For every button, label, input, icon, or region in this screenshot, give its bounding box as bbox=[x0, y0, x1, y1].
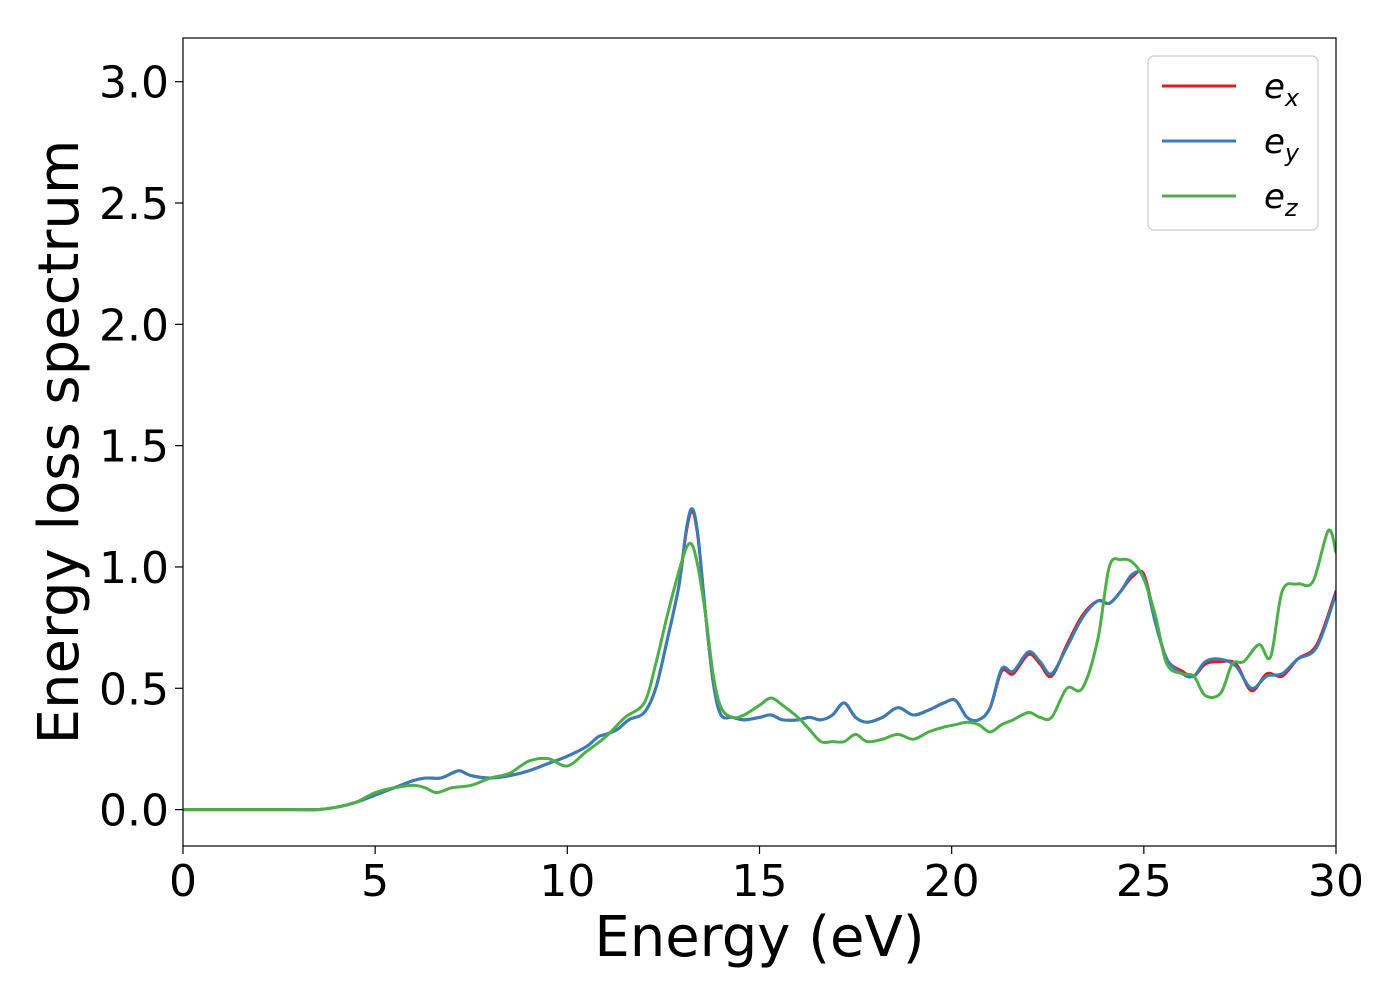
legend-box bbox=[1147, 55, 1319, 231]
x-tick-label: 25 bbox=[1116, 856, 1172, 907]
y-tick-label: 1.0 bbox=[99, 543, 169, 594]
y-tick-label: 2.5 bbox=[99, 179, 169, 230]
x-axis: 0 5 10 15 20 25 30 bbox=[169, 846, 1364, 907]
plot-lines bbox=[183, 507, 1336, 812]
legend-label-subscript: x bbox=[1284, 84, 1300, 112]
x-tick-label: 5 bbox=[361, 856, 389, 907]
x-tick-label: 20 bbox=[924, 856, 980, 907]
x-tick-label: 15 bbox=[732, 856, 788, 907]
y-axis-label: Energy loss spectrum bbox=[27, 140, 92, 745]
legend-label-base: e bbox=[1264, 122, 1285, 162]
y-tick-label: 0.0 bbox=[99, 786, 169, 837]
y-tick-label: 2.0 bbox=[99, 300, 169, 351]
legend-label-x: ex bbox=[1264, 67, 1300, 112]
series-line-z bbox=[183, 528, 1336, 812]
x-tick-label: 30 bbox=[1308, 856, 1364, 907]
x-axis-label: Energy (eV) bbox=[594, 905, 924, 970]
legend-label-subscript: z bbox=[1284, 194, 1299, 222]
x-tick-label: 0 bbox=[169, 856, 197, 907]
legend-label-base: e bbox=[1264, 177, 1285, 217]
y-tick-label: 0.5 bbox=[99, 664, 169, 715]
legend-label-subscript: y bbox=[1284, 139, 1300, 167]
legend-label-y: ey bbox=[1264, 122, 1300, 167]
x-tick-label: 10 bbox=[539, 856, 595, 907]
series-line-y bbox=[183, 507, 1336, 812]
y-tick-label: 1.5 bbox=[99, 422, 169, 473]
y-tick-label: 3.0 bbox=[99, 58, 169, 109]
series-line-x bbox=[183, 509, 1336, 812]
legend-label-base: e bbox=[1264, 67, 1285, 107]
y-axis: 0.0 0.5 1.0 1.5 2.0 2.5 3.0 bbox=[99, 58, 183, 837]
legend-label-z: ez bbox=[1264, 177, 1299, 222]
